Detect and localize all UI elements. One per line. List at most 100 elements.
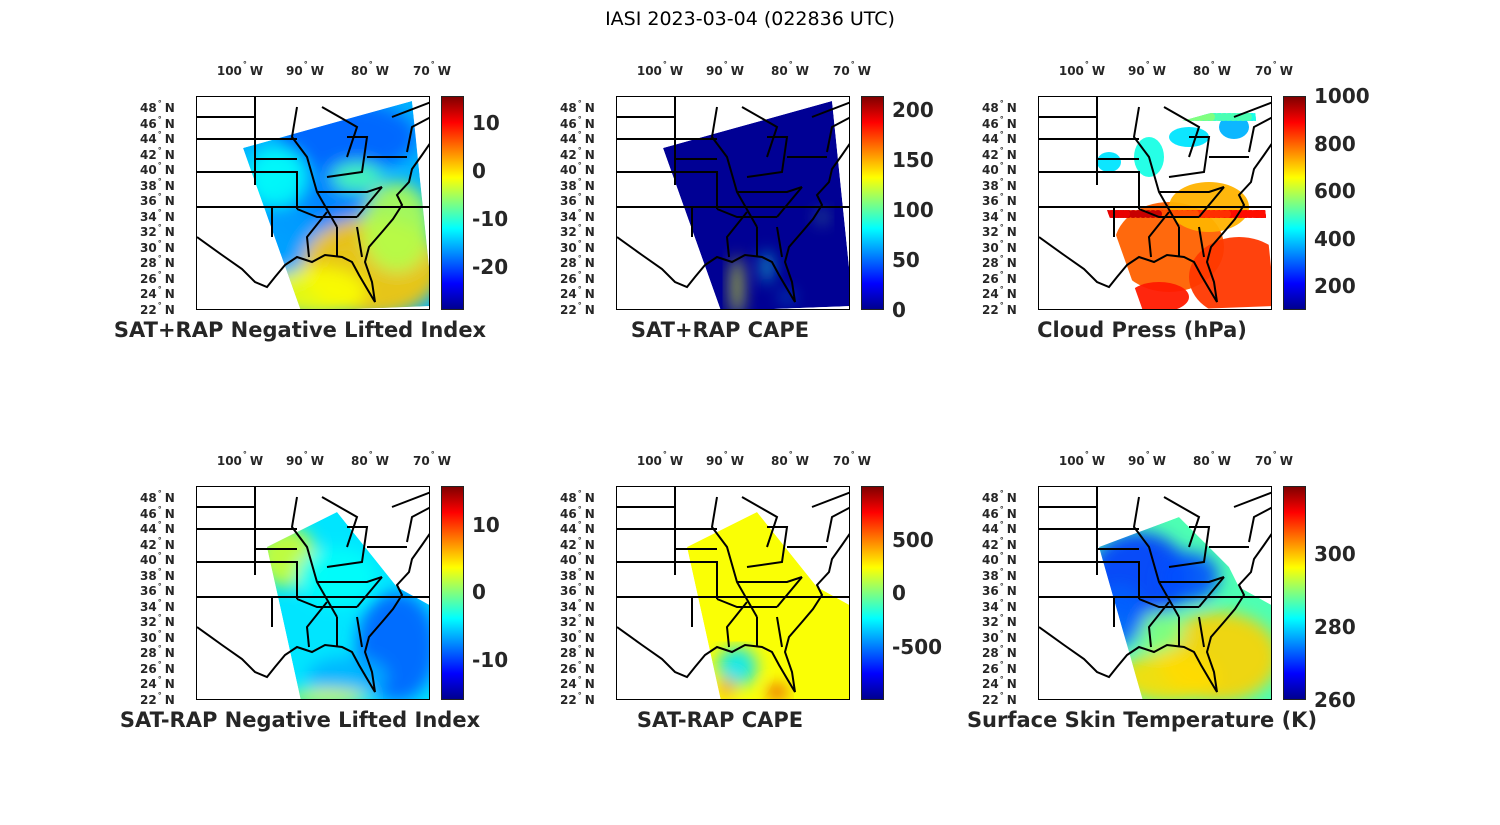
map-plot (1039, 487, 1271, 699)
data-blob (1134, 612, 1184, 652)
state-border (1147, 601, 1170, 648)
longitude-tick-label: 80° W (1193, 60, 1231, 78)
latitude-tick-label: 46° N (140, 504, 175, 521)
lon-value: 90 (706, 64, 723, 78)
longitude-tick-label: 80° W (351, 450, 389, 468)
state-border (321, 106, 359, 158)
lon-suffix: W (375, 454, 389, 468)
data-point (1152, 113, 1160, 121)
data-point (1140, 113, 1148, 121)
degree-symbol: ° (303, 450, 308, 459)
latitude-tick-label: 26° N (982, 269, 1017, 286)
lon-value: 90 (1128, 64, 1145, 78)
lon-value: 90 (286, 64, 303, 78)
lon-suffix: W (1217, 64, 1231, 78)
colorbar (1283, 96, 1306, 310)
state-border (290, 496, 338, 618)
latitude-tick-label: 28° N (560, 254, 595, 270)
data-blob (1159, 552, 1219, 602)
panel-title: SAT-RAP CAPE (636, 708, 804, 732)
coastline (197, 143, 429, 303)
state-border (1039, 171, 1140, 209)
latitude-tick-label: 32° N (140, 613, 175, 629)
degree-symbol: ° (723, 60, 728, 69)
colorbar-tick-label: 260 (1314, 688, 1356, 712)
state-border (617, 561, 718, 599)
map-axes (616, 96, 850, 310)
data-point (1118, 113, 1126, 121)
degree-symbol: ° (242, 450, 247, 459)
degree-symbol: ° (788, 450, 793, 459)
latitude-tick-label: 32° N (560, 223, 595, 239)
latitude-tick-label: 24° N (140, 285, 175, 301)
data-point (1260, 210, 1268, 218)
longitude-tick-label: 90° W (286, 60, 324, 78)
state-border (317, 186, 383, 193)
lon-suffix: W (730, 64, 744, 78)
latitude-tick-label: 22° N (982, 690, 1017, 707)
state-border (1168, 136, 1211, 178)
longitude-tick-label: 100° W (637, 450, 683, 468)
lon-value: 70 (1255, 64, 1272, 78)
latitude-tick-label: 26° N (982, 659, 1017, 676)
data-blob (307, 657, 387, 697)
degree-symbol: ° (430, 450, 435, 459)
state-border (1147, 211, 1170, 258)
data-point (1165, 113, 1173, 121)
lon-suffix: W (1091, 64, 1106, 78)
lon-suffix: W (730, 454, 744, 468)
longitude-tick-label: 70° W (1255, 60, 1293, 78)
colorbar-tick-label: 200 (892, 98, 934, 122)
data-blob (332, 162, 382, 192)
state-border (776, 226, 783, 258)
latitude-tick-label: 28° N (140, 254, 175, 270)
colorbar-tick-label: 800 (1314, 131, 1356, 156)
coastline (197, 533, 429, 693)
panel-title: Surface Skin Temperature (K) (966, 708, 1318, 732)
map-axes (196, 486, 430, 700)
latitude-tick-label: 42° N (560, 535, 595, 552)
degree-symbol: ° (1272, 450, 1277, 459)
state-border (826, 116, 849, 153)
latitude-tick-label: 40° N (560, 161, 595, 177)
data-blob (1219, 115, 1249, 139)
colorbar-tick-label: -10 (472, 206, 509, 231)
state-border (1163, 496, 1201, 548)
state-border (317, 576, 383, 583)
lon-value: 70 (1255, 454, 1272, 468)
data-point (1099, 210, 1107, 218)
data-point (1207, 113, 1215, 121)
lon-suffix: W (249, 454, 264, 468)
state-border (741, 106, 779, 158)
latitude-tick-label: 22° N (140, 690, 175, 707)
longitude-tick-label: 90° W (286, 450, 324, 468)
colorbar-tick-label: 10 (472, 110, 500, 135)
degree-symbol: ° (430, 60, 435, 69)
lon-suffix: W (437, 454, 451, 468)
latitude-tick-label: 40° N (982, 551, 1017, 567)
latitude-tick-label: 44° N (560, 130, 595, 146)
lon-suffix: W (1091, 454, 1106, 468)
data-point (1097, 210, 1105, 218)
state-border (776, 616, 783, 648)
state-border (356, 186, 383, 218)
longitude-tick-label: 90° W (706, 60, 744, 78)
state-border (1132, 106, 1180, 228)
state-border (356, 616, 363, 648)
state-border (725, 211, 748, 258)
latitude-tick-label: 48° N (982, 99, 1017, 115)
longitude-tick-label: 70° W (1255, 450, 1293, 468)
colorbar (441, 486, 464, 700)
state-border (1039, 561, 1140, 599)
data-blob (763, 251, 771, 283)
data-blob (1119, 652, 1219, 699)
latitude-tick-label: 22° N (560, 690, 595, 707)
data-point (1122, 210, 1130, 218)
latitude-tick-label: 46° N (560, 114, 595, 131)
latitude-tick-label: 40° N (140, 161, 175, 177)
state-border (391, 101, 429, 118)
lon-value: 80 (351, 454, 368, 468)
data-point (1258, 113, 1266, 121)
data-point (1123, 113, 1131, 121)
lon-value: 100 (216, 454, 242, 468)
